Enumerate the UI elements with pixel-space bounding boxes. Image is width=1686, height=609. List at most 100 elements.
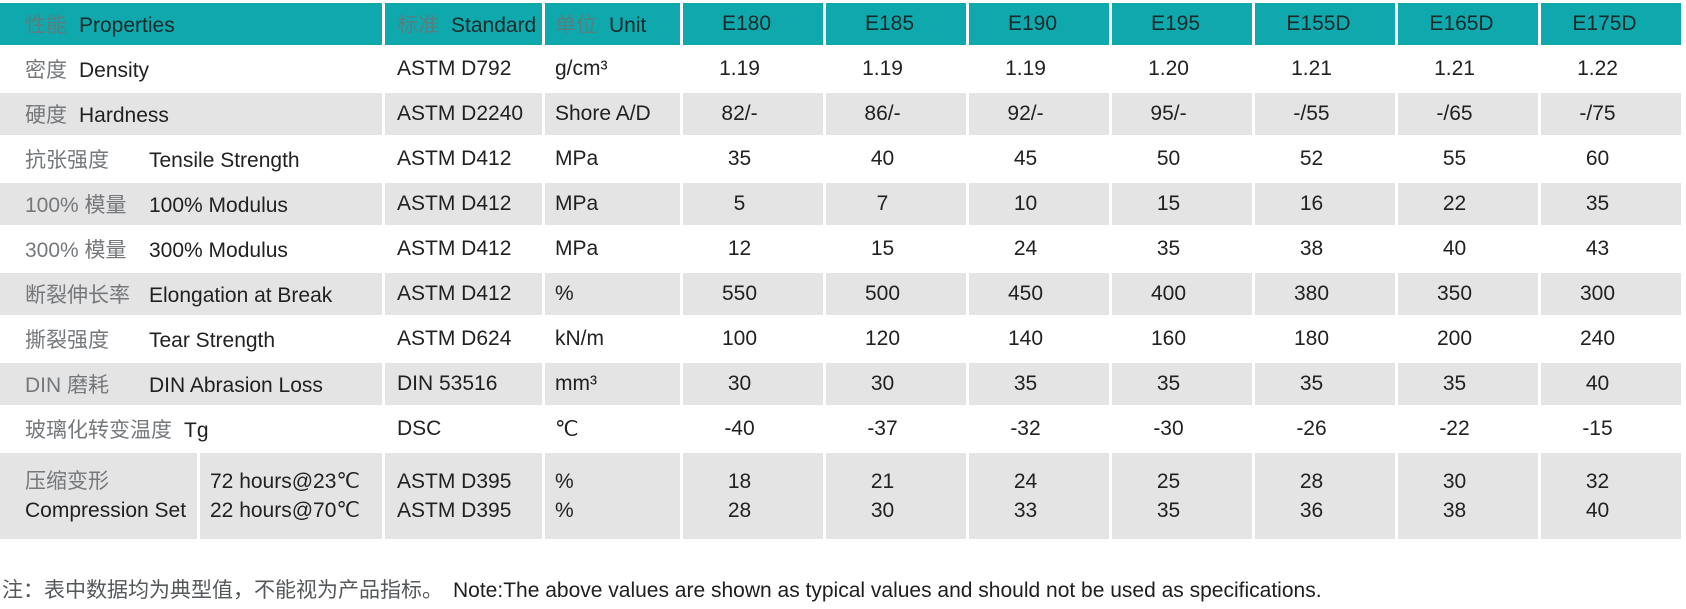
unit-cell: kN/m	[555, 327, 604, 350]
value-cell: 32 40	[1541, 453, 1681, 539]
row-tear-strength: 撕裂强度 Tear Strength ASTM D624 kN/m 100 120…	[0, 318, 1681, 360]
value-cell: 100	[721, 327, 758, 350]
header-row: 性能 Properties 标准 Standard 单位 Unit E180 E185…	[0, 3, 1681, 45]
property-label-zh: 密度	[25, 59, 67, 82]
value-cell: -30	[1153, 417, 1184, 440]
value-cell: 35	[1398, 363, 1538, 405]
property-label-zh: 压缩变形	[25, 470, 109, 493]
unit-cell: %	[545, 273, 680, 315]
grade-column-header-e180: E180	[683, 3, 823, 45]
value-cell: 1.22	[1577, 57, 1618, 80]
condition-line-1: 72 hours@23℃	[210, 470, 360, 493]
value-cell: 50	[1156, 147, 1181, 170]
value-cell: 24	[1013, 237, 1038, 260]
unit-header-zh: 单位	[555, 14, 597, 37]
footnote-zh: 注：表中数据均为典型值，不能视为产品指标。	[2, 579, 443, 602]
property-label-en: Tensile Strength	[149, 149, 300, 172]
row-density: 密度 Density ASTM D792 g/cm³ 1.19 1.19 1.19…	[0, 48, 1681, 90]
property-label-zh: DIN 磨耗	[25, 374, 109, 397]
value-cell: 92/-	[969, 93, 1109, 135]
property-label-en: 100% Modulus	[149, 194, 288, 217]
value-cell: 60	[1585, 147, 1610, 170]
unit-column-header: 单位 Unit	[545, 3, 680, 45]
property-label-en: DIN Abrasion Loss	[149, 374, 323, 397]
value-cell: 40	[1541, 363, 1681, 405]
row-compression-set: 压缩变形 Compression Set 72 hours@23℃ 22 hou…	[0, 453, 1681, 539]
value-cell: -/65	[1398, 93, 1538, 135]
value-cell: 30	[826, 363, 966, 405]
value-cell: 1.21	[1434, 57, 1475, 80]
properties-header-zh: 性能	[25, 14, 67, 37]
unit-cell: ℃	[555, 417, 579, 441]
property-label-en: Elongation at Break	[149, 284, 333, 307]
value-cell: -37	[867, 417, 898, 440]
footnote-en: Note:The above values are shown as typic…	[453, 579, 1322, 602]
row-glass-transition-tg: 玻璃化转变温度 Tg DSC ℃ -40 -37 -32 -30 -26 -22 …	[0, 408, 1681, 450]
value-cell: 38	[1299, 237, 1324, 260]
value-cell: 240	[1579, 327, 1616, 350]
footnote: 注：表中数据均为典型值，不能视为产品指标。 Note:The above valu…	[2, 574, 1686, 604]
property-label-zh: 100% 模量	[25, 194, 127, 217]
unit-cell: MPa	[545, 183, 680, 225]
unit-cell: MPa	[555, 237, 599, 260]
value-cell: 1.19	[862, 57, 903, 80]
standard-cell: DSC	[397, 417, 442, 440]
unit-cell: Shore A/D	[545, 93, 680, 135]
value-cell: 43	[1585, 237, 1610, 260]
value-cell: 25 35	[1112, 453, 1252, 539]
value-cell: 1.20	[1148, 57, 1189, 80]
row-100-modulus: 100% 模量 100% Modulus ASTM D412 MPa 5 7 10…	[0, 183, 1681, 225]
value-cell: 55	[1442, 147, 1467, 170]
value-cell: 15	[1112, 183, 1252, 225]
value-cell: 10	[969, 183, 1109, 225]
value-cell: 21 30	[826, 453, 966, 539]
value-cell: 1.21	[1291, 57, 1332, 80]
value-cell: 550	[683, 273, 823, 315]
standard-cell: ASTM D792	[397, 57, 512, 80]
value-cell: 35	[727, 147, 752, 170]
value-cell: 35	[1112, 363, 1252, 405]
grade-column-header-e190: E190	[969, 3, 1109, 45]
row-din-abrasion-loss: DIN 磨耗 DIN Abrasion Loss DIN 53516 mm³ 30…	[0, 363, 1681, 405]
value-cell: 40	[870, 147, 895, 170]
value-cell: 18 28	[683, 453, 823, 539]
grade-column-header-e175d: E175D	[1541, 3, 1681, 45]
value-cell: 28 36	[1255, 453, 1395, 539]
standard-cell: ASTM D412	[397, 147, 512, 170]
properties-column-header: 性能 Properties	[0, 3, 382, 45]
value-cell: 95/-	[1112, 93, 1252, 135]
value-cell: 500	[826, 273, 966, 315]
grade-column-header-e185: E185	[826, 3, 966, 45]
unit-cell: g/cm³	[555, 57, 608, 80]
value-cell: 1.19	[1005, 57, 1046, 80]
property-label-en: 300% Modulus	[149, 239, 288, 262]
property-label-zh: 抗张强度	[25, 149, 109, 172]
value-cell: 180	[1293, 327, 1330, 350]
value-cell: 35	[1156, 237, 1181, 260]
standard-cell: ASTM D624	[397, 327, 512, 350]
value-cell: 35	[1255, 363, 1395, 405]
property-label-zh: 玻璃化转变温度	[25, 419, 172, 442]
standard-cell: ASTM D412	[385, 273, 542, 315]
grade-column-header-e155d: E155D	[1255, 3, 1395, 45]
value-cell: 380	[1255, 273, 1395, 315]
property-label-en: Density	[79, 59, 150, 82]
value-cell: 30	[683, 363, 823, 405]
value-cell: 400	[1112, 273, 1252, 315]
properties-table: 性能 Properties 标准 Standard 单位 Unit E180 E185…	[0, 3, 1681, 539]
unit-cell: mm³	[545, 363, 680, 405]
grade-column-header-e195: E195	[1112, 3, 1252, 45]
property-label-zh: 300% 模量	[25, 239, 127, 262]
value-cell: 45	[1013, 147, 1038, 170]
value-cell: 1.19	[719, 57, 760, 80]
unit-cell: MPa	[555, 147, 599, 170]
standard-header-zh: 标准	[397, 14, 439, 37]
row-tensile-strength: 抗张强度 Tensile Strength ASTM D412 MPa 35 40…	[0, 138, 1681, 180]
value-cell: 7	[826, 183, 966, 225]
standard-cell: ASTM D395 ASTM D395	[385, 453, 542, 539]
unit-header-en: Unit	[609, 14, 647, 37]
value-cell: 450	[969, 273, 1109, 315]
value-cell: -32	[1010, 417, 1041, 440]
property-label-en: Tg	[184, 419, 209, 442]
value-cell: -22	[1439, 417, 1470, 440]
